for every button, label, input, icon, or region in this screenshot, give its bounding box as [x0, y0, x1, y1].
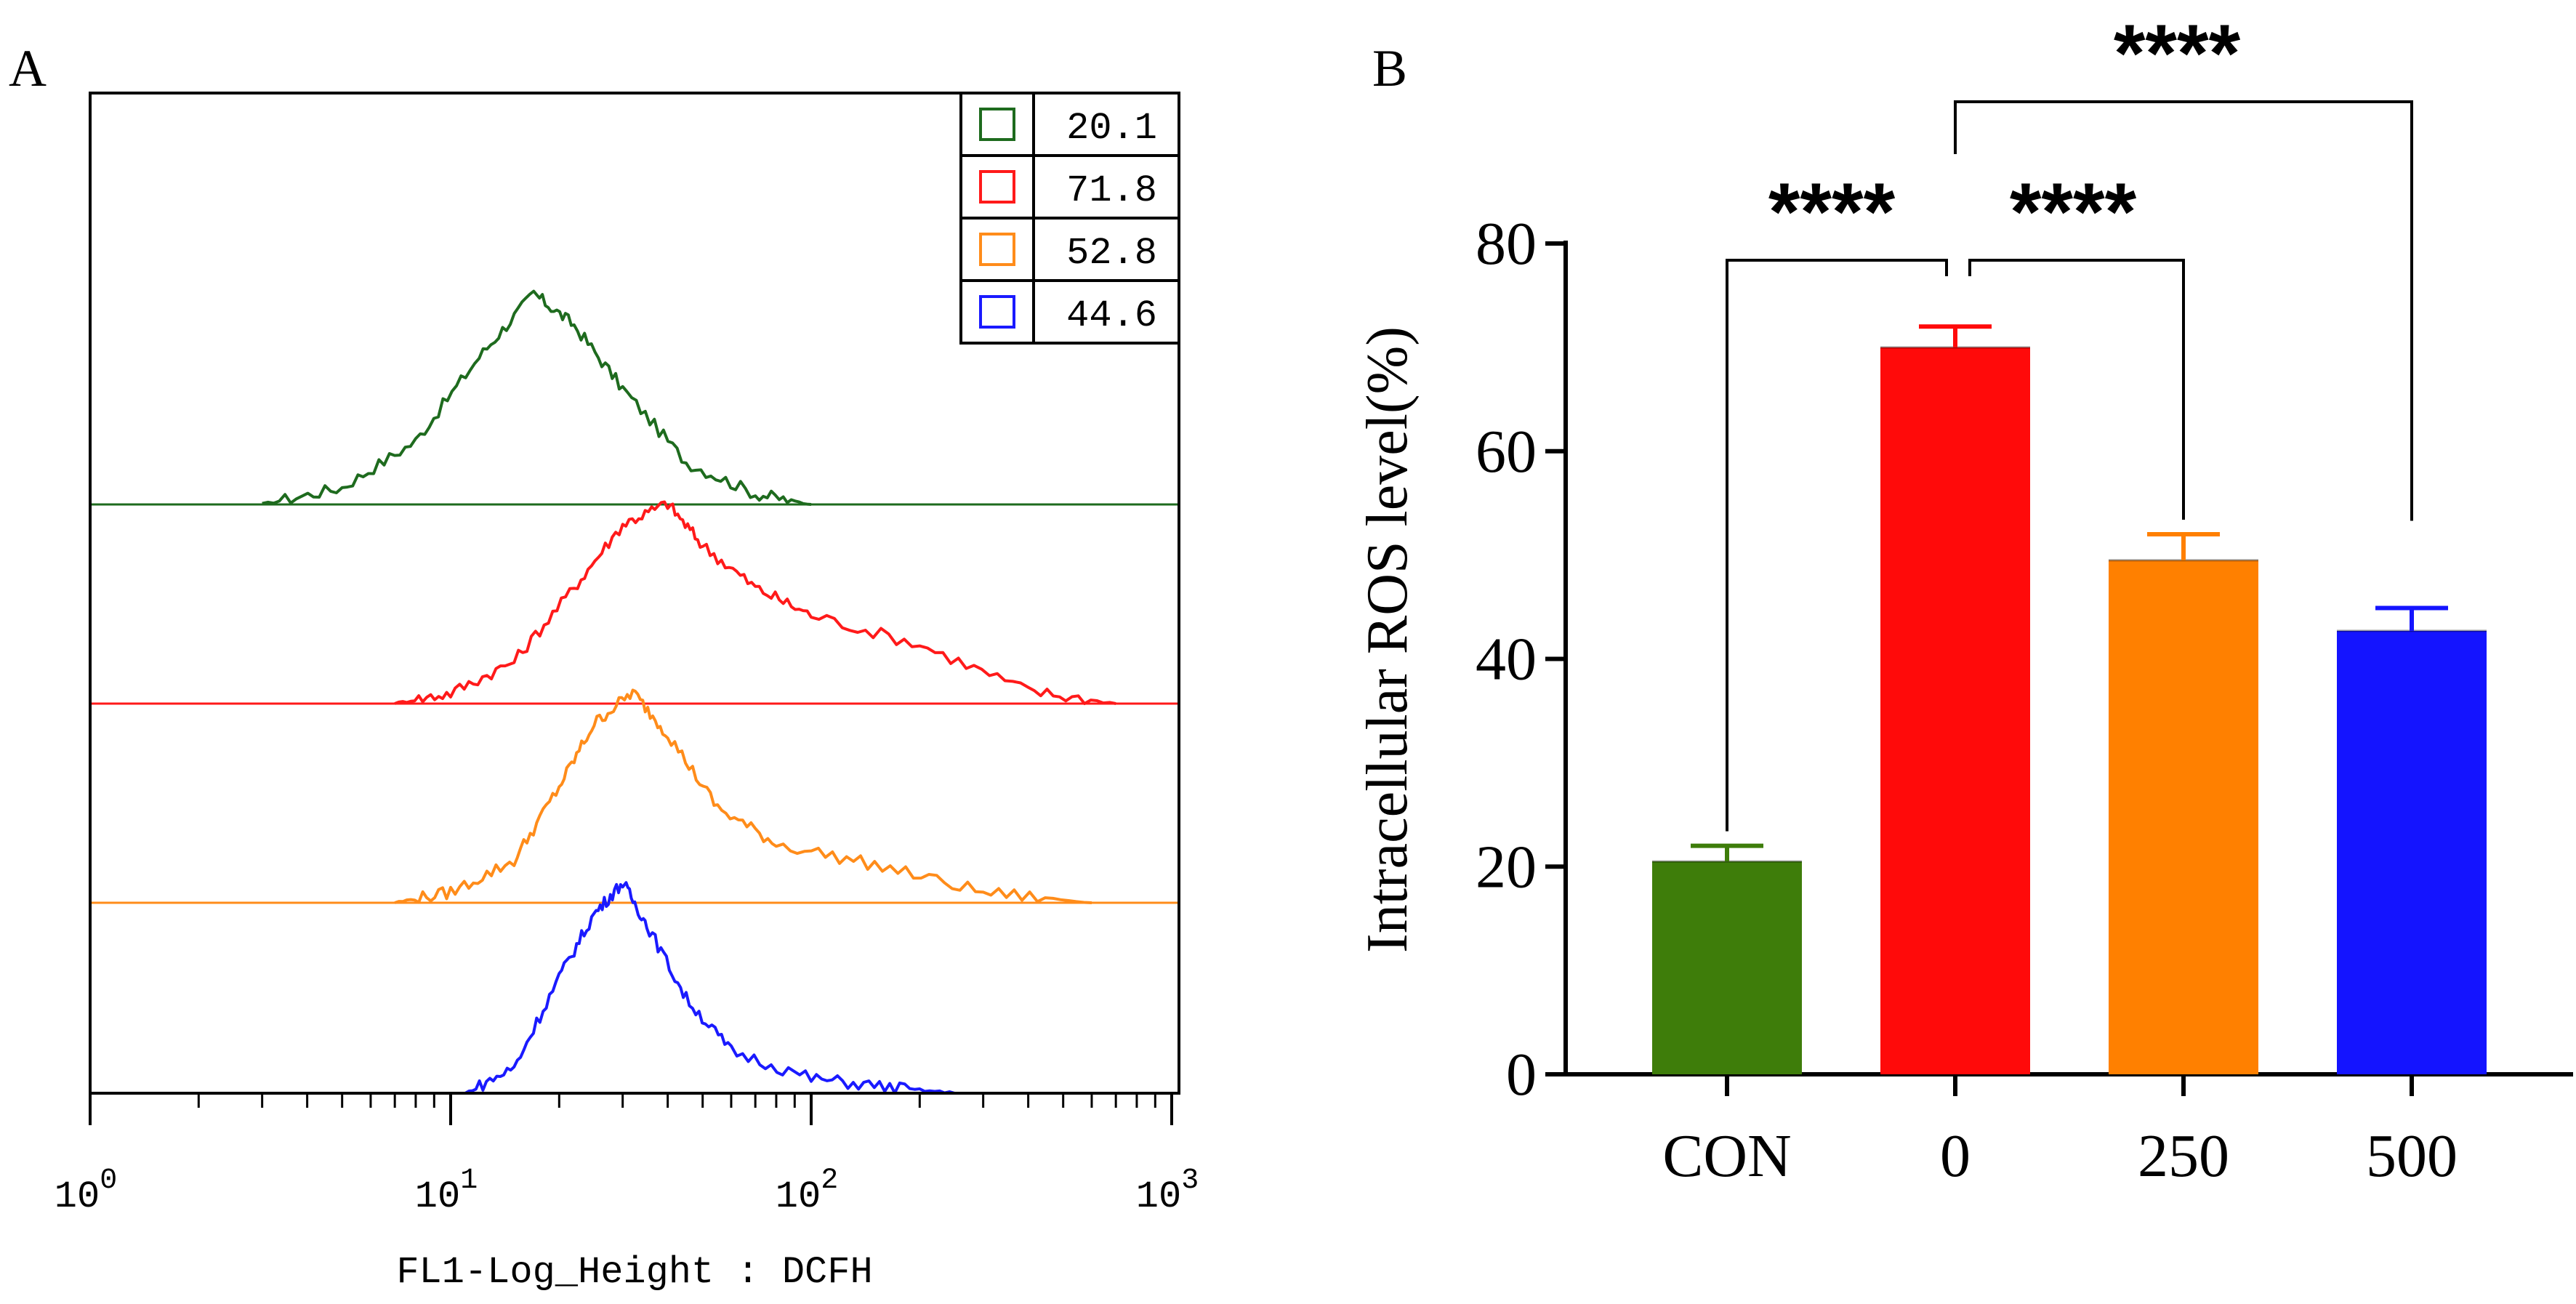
bar-chart-y-tick-label: 40	[1476, 626, 1537, 693]
bar-chart-bars	[1652, 324, 2487, 1074]
bar-chart-y-tick-label: 80	[1476, 210, 1537, 278]
legend-swatch-cell-2	[959, 217, 1035, 282]
bar-chart-axes: 0 20 40 60 80 CON 0 250 500	[1476, 210, 2573, 1190]
legend-swatch-2	[979, 233, 1015, 266]
bar-CON	[1652, 861, 1802, 1074]
legend-value-cell-0	[1032, 92, 1180, 157]
bar-500	[2337, 630, 2487, 1074]
histogram-trace-3	[464, 881, 955, 1095]
bar-chart-x-tick-label: 0	[1940, 1122, 1971, 1190]
histogram-baselines	[92, 503, 1178, 1095]
bar-0	[1880, 347, 2030, 1074]
histogram-x-tick-label: 102	[776, 1164, 838, 1218]
bar-chart-y-tick-label: 60	[1476, 418, 1537, 486]
legend-swatch-3	[979, 295, 1015, 329]
histogram-x-tick-label: 101	[415, 1164, 478, 1218]
bar-chart-x-tick-label: 250	[2138, 1122, 2229, 1190]
histogram-x-tick-label: 100	[55, 1164, 117, 1218]
significance-label-2: ****	[2114, 8, 2241, 99]
histogram-x-tick-label: 103	[1136, 1164, 1199, 1218]
panel-b-label: B	[1372, 39, 1407, 97]
legend-value-2: 52.8	[1066, 232, 1157, 275]
legend-swatch-1	[979, 170, 1015, 204]
legend-value-1: 71.8	[1066, 169, 1157, 212]
legend-value-0: 20.1	[1066, 107, 1157, 150]
histogram-x-axis-label: FL1-Log_Height : DCFH	[396, 1251, 872, 1294]
legend-swatch-cell-0	[959, 92, 1035, 157]
histogram-x-axis: 100 101 102 103	[55, 1092, 1199, 1218]
bar-250	[2109, 560, 2258, 1074]
bar-chart-y-axis-label: Intracellular ROS level(%)	[1356, 326, 1420, 953]
significance-bracket-2	[1954, 100, 2413, 521]
histogram-curves	[262, 289, 1116, 1095]
significance-label-0: ****	[1768, 166, 1896, 257]
histogram-trace-1	[394, 500, 1116, 705]
panel-a-label: A	[9, 39, 47, 97]
legend-swatch-cell-1	[959, 154, 1035, 220]
histogram-trace-0	[262, 289, 812, 506]
bar-chart-y-tick-label: 20	[1476, 833, 1537, 901]
legend-value-cell-3	[1032, 279, 1180, 345]
bar-chart-x-tick-label: CON	[1662, 1122, 1791, 1190]
legend-value-cell-2	[1032, 217, 1180, 282]
significance-label-1: ****	[2010, 166, 2137, 257]
significance-bracket-1	[1968, 259, 2185, 520]
histogram-legend: 20.1 71.8 52.8 44.6	[959, 92, 1180, 345]
bar-chart-y-tick-label: 0	[1506, 1041, 1537, 1108]
legend-value-cell-1	[1032, 154, 1180, 220]
legend-value-3: 44.6	[1066, 294, 1157, 337]
legend-swatch-cell-3	[959, 279, 1035, 345]
histogram-trace-2	[394, 688, 1092, 904]
significance-brackets: **** **** ****	[1726, 8, 2413, 832]
significance-bracket-0	[1726, 259, 1948, 832]
bar-chart-x-tick-label: 500	[2366, 1122, 2458, 1190]
legend-swatch-0	[979, 108, 1015, 141]
